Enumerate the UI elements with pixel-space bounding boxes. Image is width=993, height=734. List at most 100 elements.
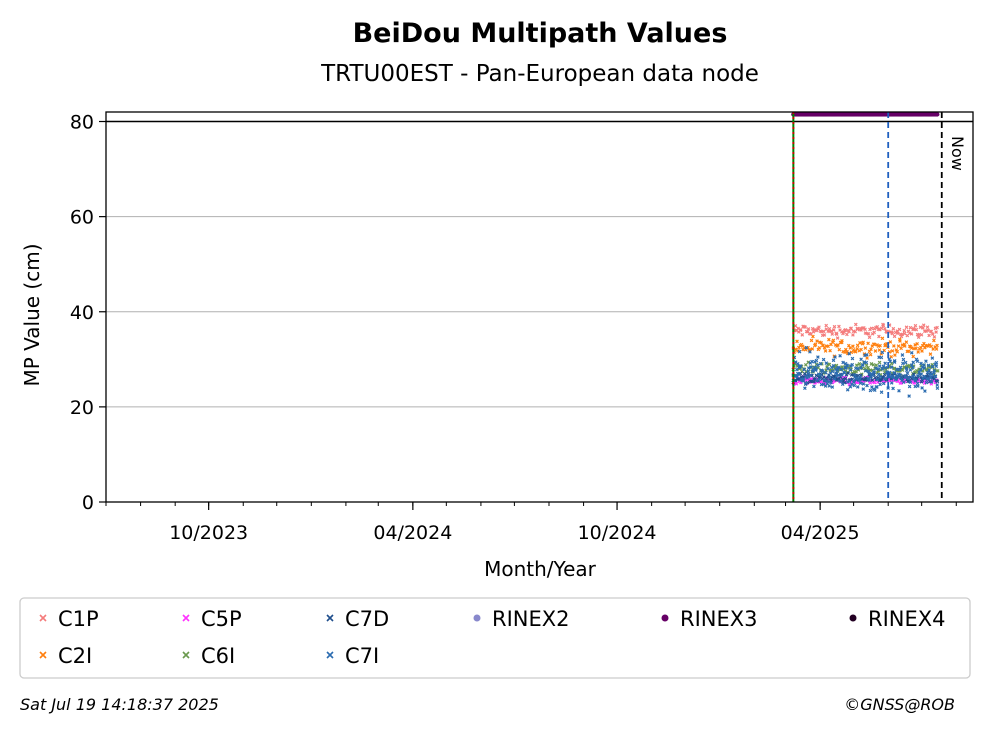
data-point	[872, 370, 877, 374]
plot-frame	[105, 111, 974, 503]
data-point	[806, 360, 811, 365]
data-point	[866, 369, 871, 374]
data-point	[929, 329, 934, 334]
chart-subtitle: TRTU00EST - Pan-European data node	[320, 61, 759, 87]
data-point	[911, 374, 916, 379]
data-point	[831, 338, 836, 343]
legend-marker	[182, 651, 190, 659]
data-point	[925, 325, 930, 329]
data-point	[823, 349, 828, 353]
data-point	[919, 372, 924, 376]
data-point	[806, 327, 811, 331]
data-point	[872, 380, 877, 385]
data-point	[850, 356, 855, 361]
data-point	[866, 365, 870, 370]
data-point	[915, 341, 919, 346]
data-point	[868, 352, 873, 357]
data-point	[895, 374, 900, 379]
data-point	[913, 343, 917, 347]
data-point	[839, 367, 844, 372]
data-point	[920, 349, 924, 353]
data-point	[877, 348, 882, 352]
data-point	[878, 343, 882, 348]
data-point	[918, 368, 923, 372]
data-point	[867, 378, 871, 383]
data-point	[872, 388, 877, 393]
data-point	[815, 339, 819, 343]
data-point	[904, 325, 909, 330]
data-point	[847, 379, 852, 383]
x-tick-label: 04/2024	[373, 522, 452, 544]
data-point	[913, 384, 918, 389]
data-point	[846, 371, 850, 376]
data-point	[857, 378, 861, 383]
data-point	[935, 325, 939, 330]
data-point	[927, 333, 931, 338]
x-tick-label: 10/2024	[578, 522, 657, 544]
data-point	[832, 324, 837, 329]
data-point	[810, 359, 814, 364]
data-point	[914, 357, 919, 362]
data-point	[875, 377, 880, 382]
data-point	[914, 327, 919, 332]
legend-item-rinex2: RINEX2	[473, 607, 570, 631]
now-label: Now	[948, 136, 967, 171]
data-point	[921, 326, 925, 330]
x-axis-ticks: 10/2023 04/2024 10/2024 04/2025	[105, 502, 957, 544]
grid-lines	[106, 121, 973, 408]
data-points	[791, 112, 940, 398]
data-point	[880, 350, 885, 355]
series-c2i	[791, 334, 939, 360]
data-point	[892, 334, 897, 339]
data-point	[872, 342, 877, 347]
data-point	[860, 363, 865, 367]
data-point	[893, 377, 898, 382]
data-point	[905, 371, 910, 376]
data-point	[815, 378, 819, 383]
data-point	[821, 329, 826, 334]
data-point	[832, 377, 837, 381]
data-point	[849, 326, 853, 331]
data-point	[843, 347, 848, 352]
data-point	[926, 376, 930, 381]
data-point	[793, 324, 798, 328]
data-point	[878, 382, 882, 387]
data-point	[824, 361, 829, 365]
data-point	[927, 368, 931, 372]
data-point	[837, 324, 841, 329]
data-point	[861, 387, 866, 391]
data-point	[815, 328, 819, 333]
data-point	[836, 343, 840, 347]
data-point	[899, 346, 903, 351]
data-point	[837, 347, 842, 352]
data-point	[903, 375, 908, 380]
data-point	[932, 335, 937, 339]
data-point	[804, 381, 808, 386]
data-point	[826, 366, 830, 371]
data-point	[838, 353, 842, 358]
data-point	[876, 367, 881, 372]
data-point	[833, 355, 837, 359]
data-point	[916, 384, 920, 388]
legend-label: C7D	[345, 607, 389, 631]
data-point	[905, 333, 910, 338]
data-point	[827, 362, 832, 367]
data-point	[889, 361, 894, 366]
data-point	[935, 386, 940, 390]
legend-marker	[849, 614, 857, 622]
data-point	[935, 112, 940, 117]
data-point	[919, 333, 924, 337]
data-point	[866, 341, 870, 346]
data-point	[820, 369, 825, 373]
data-point	[864, 363, 869, 368]
data-point	[899, 334, 904, 339]
data-point	[913, 378, 918, 382]
data-point	[914, 346, 918, 351]
data-point	[898, 373, 903, 377]
legend-item-c7i: C7I	[326, 644, 379, 668]
data-point	[890, 331, 895, 336]
data-point	[800, 333, 805, 337]
legend-item-c2i: C2I	[39, 644, 92, 668]
data-point	[869, 326, 874, 331]
data-point	[848, 384, 853, 389]
